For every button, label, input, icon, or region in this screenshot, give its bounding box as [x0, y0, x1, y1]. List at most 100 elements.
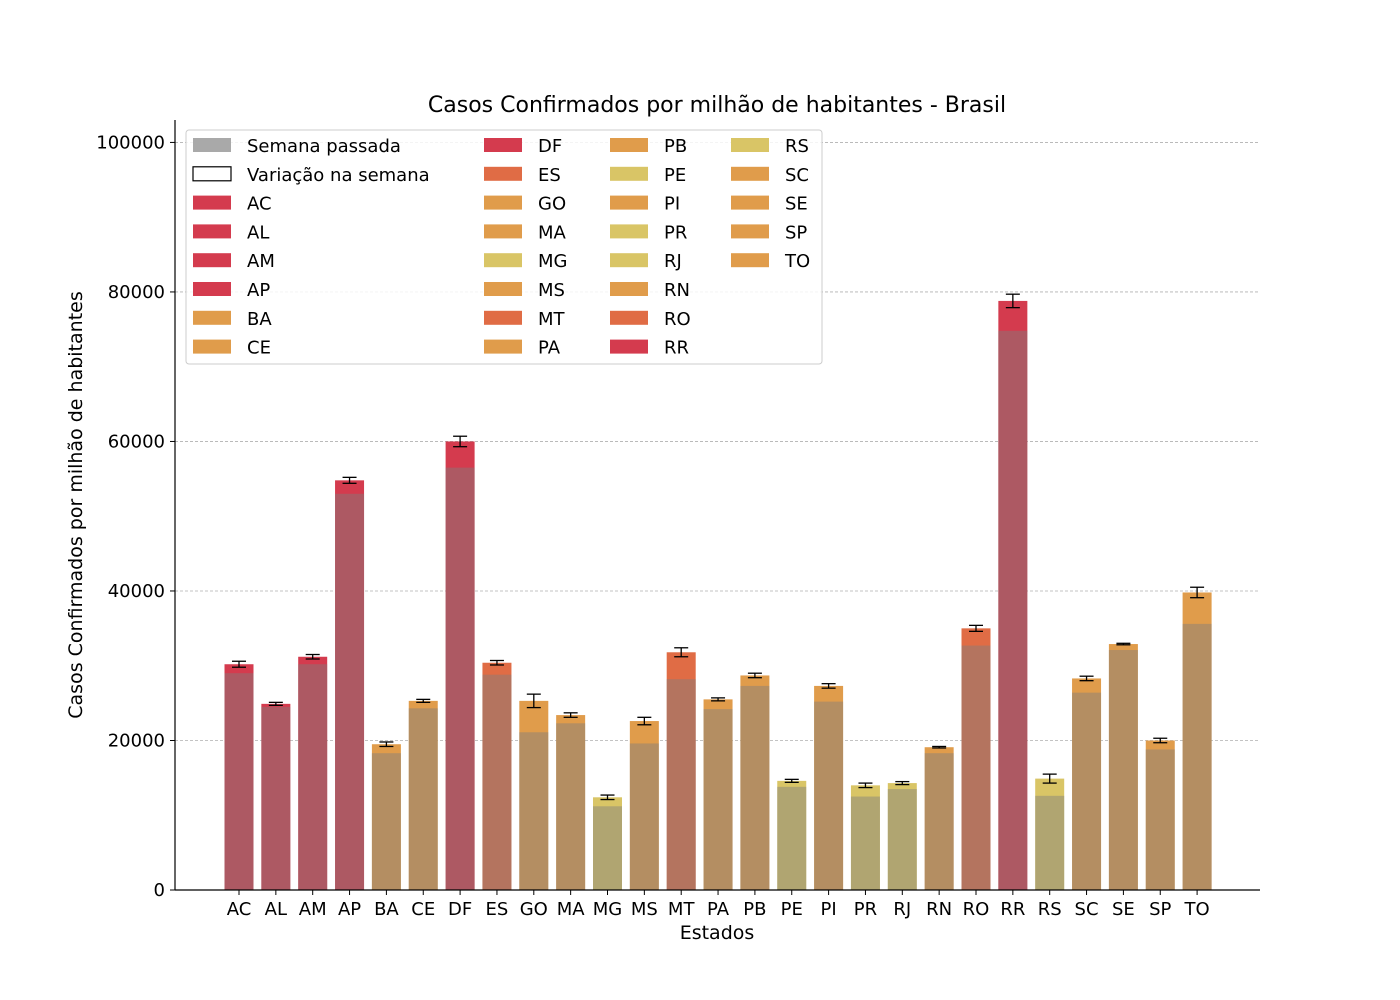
chart-title: Casos Confirmados por milhão de habitant…	[428, 93, 1006, 118]
x-tick-label-rj: RJ	[893, 899, 911, 920]
error-bar-pb	[747, 672, 762, 679]
error-bar-am	[305, 653, 320, 660]
x-tick-label-ba: BA	[374, 899, 399, 920]
legend-entry: SP	[731, 222, 807, 243]
bar-current-sp	[1145, 740, 1175, 890]
bar-current-rr	[998, 300, 1028, 891]
legend-swatch	[610, 195, 648, 210]
legend-entry: PA	[484, 338, 561, 359]
legend-label: RR	[664, 338, 689, 359]
bar-last-week-sp	[1145, 749, 1175, 890]
x-axis-label: Estados	[680, 922, 755, 944]
bar-current-pe	[777, 780, 807, 890]
legend-label: MA	[538, 222, 567, 243]
x-tick-label-am: AM	[299, 899, 327, 920]
error-bar-rs	[1042, 773, 1057, 784]
error-bar-ce	[416, 698, 431, 704]
legend-entry: PB	[610, 136, 687, 157]
legend-entry: AL	[193, 222, 269, 243]
bar-last-week-to	[1182, 623, 1212, 890]
legend-entry: MT	[484, 309, 566, 330]
error-bar-mg	[600, 794, 615, 801]
x-tick-label-pa: PA	[707, 899, 730, 920]
legend-entry: ES	[484, 165, 561, 186]
legend-entry: SC	[731, 165, 809, 186]
x-tick-label-mt: MT	[668, 899, 696, 920]
error-bar-go	[526, 693, 541, 709]
legend-entry: SE	[731, 194, 808, 215]
error-bar-ms	[637, 716, 652, 726]
legend-box	[185, 129, 823, 365]
x-tick-label-ce: CE	[411, 899, 435, 920]
x-tick-label-rn: RN	[926, 899, 952, 920]
bar-last-week-pi	[814, 701, 844, 890]
x-tick-label-ac: AC	[227, 899, 252, 920]
x-tick-label-rr: RR	[1000, 899, 1025, 920]
legend-entry: Semana passada	[193, 136, 401, 157]
bar-current-es	[482, 662, 512, 890]
bar-last-week-rs	[1035, 795, 1065, 890]
bar-current-ce	[408, 700, 438, 890]
y-tick-label: 20000	[108, 730, 165, 751]
x-tick-label-pe: PE	[781, 899, 803, 920]
legend: Semana passada Variação na semana AC AL AM AP…	[185, 129, 823, 365]
error-bar-rj	[895, 780, 910, 786]
legend-swatch	[192, 166, 232, 182]
bar-last-week-al	[261, 706, 291, 890]
legend-swatch	[731, 195, 769, 210]
bar-last-week-mt	[666, 679, 696, 890]
bar-last-week-ac	[224, 673, 254, 890]
legend-entry: GO	[484, 194, 566, 215]
legend-entry: RO	[610, 309, 691, 330]
legend-entry: RN	[610, 280, 690, 301]
bar-last-week-se	[1108, 650, 1138, 890]
legend-swatch	[610, 282, 648, 296]
legend-swatch	[610, 166, 648, 181]
x-tick-label-df: DF	[448, 899, 472, 920]
bar-last-week-df	[445, 467, 475, 890]
y-axis-label: Casos Confirmados por milhão de habitant…	[65, 291, 87, 718]
bar-current-rn	[924, 747, 954, 890]
error-bar-ro	[969, 624, 983, 632]
legend-label: RN	[664, 280, 690, 301]
bar-last-week-ma	[556, 723, 586, 890]
legend-label: BA	[247, 309, 272, 330]
error-bar-se	[1116, 642, 1131, 646]
legend-label: SP	[785, 222, 807, 243]
legend-label: MG	[538, 251, 567, 272]
x-tick-label-to: TO	[1184, 899, 1210, 920]
bar-current-rj	[887, 783, 917, 890]
legend-label: TO	[784, 251, 810, 272]
bar-last-week-ba	[371, 753, 401, 890]
bar-current-rs	[1035, 778, 1065, 890]
error-bar-pr	[858, 782, 873, 789]
error-bar-df	[453, 435, 468, 448]
legend-swatch	[193, 195, 231, 210]
legend-entry: CE	[193, 338, 271, 359]
legend-swatch	[610, 339, 648, 354]
legend-label: GO	[538, 194, 566, 215]
legend-label: MS	[538, 280, 565, 301]
y-tick-label: 60000	[108, 431, 165, 452]
legend-entry: MG	[484, 251, 567, 272]
y-tick-label: 80000	[108, 282, 165, 303]
legend-entry: PE	[610, 165, 686, 186]
legend-label: PI	[664, 194, 680, 215]
legend-label: PB	[664, 136, 687, 157]
legend-swatch	[193, 253, 231, 268]
error-bar-ac	[232, 660, 246, 668]
bar-current-pb	[740, 675, 770, 890]
error-bar-sp	[1153, 737, 1168, 744]
legend-swatch	[484, 138, 522, 152]
legend-label: AC	[247, 194, 272, 215]
bars	[224, 300, 1212, 891]
error-bar-al	[268, 701, 283, 706]
bar-last-week-go	[519, 732, 549, 890]
legend-label: ES	[538, 165, 561, 186]
legend-label: PR	[664, 222, 687, 243]
legend-entry: DF	[484, 136, 562, 157]
legend-entry: RR	[610, 338, 689, 359]
bar-current-ms	[629, 721, 659, 890]
legend-label: Semana passada	[247, 136, 401, 157]
